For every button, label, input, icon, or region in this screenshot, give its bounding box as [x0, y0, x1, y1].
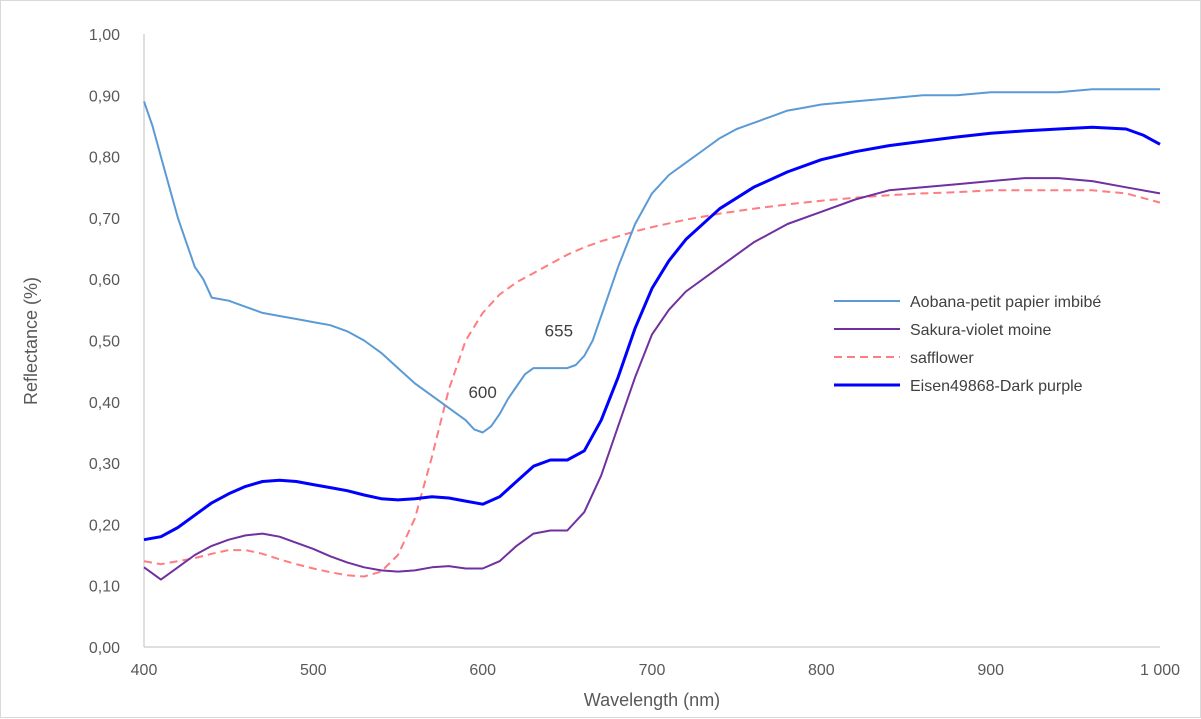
legend: Aobana-petit papier imbibé Sakura-violet … [834, 294, 1101, 395]
x-tick-label: 600 [469, 662, 496, 679]
annotation-label: 600 [468, 383, 496, 402]
legend-label: Sakura-violet moine [910, 322, 1052, 339]
series-line-2 [143, 177, 1161, 581]
annotations: 600 655 [468, 322, 573, 402]
y-tick-label: 0,50 [89, 334, 120, 351]
x-axis-title: Wavelength (nm) [584, 690, 720, 710]
y-tick-label: 0,80 [89, 150, 120, 167]
axes: 0,00 0,10 0,20 0,30 0,40 0,50 0,60 0,70 0,80 0,90… [89, 27, 1180, 679]
y-tick-label: 1,00 [89, 27, 120, 44]
legend-label: Aobana-petit papier imbibé [910, 294, 1101, 311]
y-axis-title: Reflectance (%) [21, 277, 41, 405]
annotation-label: 655 [545, 322, 573, 341]
y-tick-label: 0,10 [89, 579, 120, 596]
y-tick-label: 0,60 [89, 272, 120, 289]
x-tick-label: 900 [977, 662, 1004, 679]
x-tick-label: 700 [639, 662, 666, 679]
y-tick-label: 0,70 [89, 211, 120, 228]
x-tick-label: 1 000 [1140, 662, 1180, 679]
y-tick-label: 0,30 [89, 456, 120, 473]
y-tick-label: 0,20 [89, 517, 120, 534]
plot-area [143, 88, 1161, 581]
legend-label: Eisen49868-Dark purple [910, 378, 1083, 395]
x-tick-label: 800 [808, 662, 835, 679]
x-tick-label: 500 [300, 662, 327, 679]
series-line-1 [143, 88, 1160, 434]
series-line-3 [143, 189, 1161, 578]
x-tick-label: 400 [131, 662, 158, 679]
y-tick-label: 0,40 [89, 395, 120, 412]
y-tick-label: 0,90 [89, 88, 120, 105]
legend-label: safflower [910, 350, 974, 367]
series-line-4 [143, 125, 1161, 542]
y-tick-label: 0,00 [89, 640, 120, 657]
